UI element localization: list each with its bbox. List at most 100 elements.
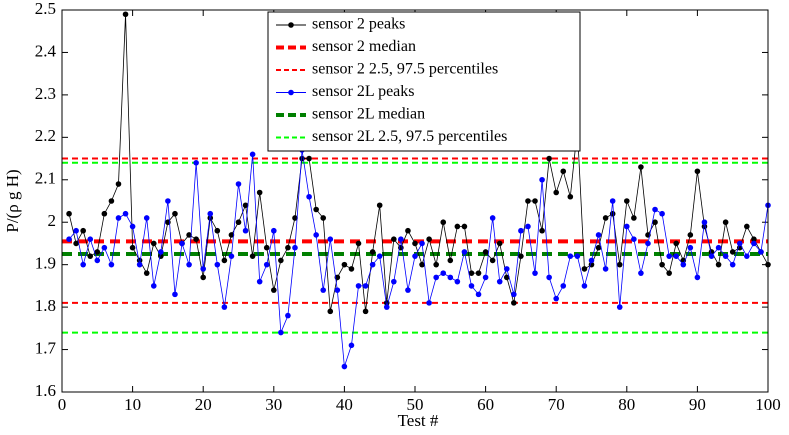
data-point [715, 244, 722, 251]
data-point [256, 189, 263, 196]
data-point [736, 240, 743, 247]
data-point [616, 304, 623, 310]
y-tick-label: 1.9 [35, 254, 56, 273]
data-point [179, 240, 185, 247]
data-point [221, 304, 228, 310]
data-point [539, 176, 545, 183]
data-point [673, 253, 680, 259]
data-point [454, 278, 461, 285]
data-point [327, 236, 334, 242]
y-tick-label: 2.3 [35, 84, 56, 103]
data-point [108, 261, 115, 268]
data-point [235, 219, 242, 226]
data-point [320, 215, 327, 221]
data-point [489, 257, 496, 264]
data-point [489, 215, 496, 221]
series-line [68, 150, 769, 367]
data-point [320, 287, 327, 293]
data-point [708, 253, 715, 259]
data-point [369, 249, 376, 255]
data-point [454, 223, 461, 230]
data-point [567, 193, 574, 200]
data-point [496, 278, 503, 285]
data-point [313, 232, 319, 238]
data-point [235, 181, 242, 187]
data-point [560, 283, 567, 289]
data-point [73, 240, 79, 247]
data-point [666, 253, 672, 259]
data-point [567, 253, 574, 259]
data-point [129, 244, 136, 251]
data-point [271, 287, 277, 293]
data-point [369, 261, 376, 268]
y-tick-label: 2.5 [35, 0, 56, 18]
data-point [158, 249, 164, 255]
y-tick-label: 1.8 [35, 296, 56, 315]
data-point [758, 249, 764, 255]
data-point [511, 291, 517, 298]
data-point [348, 342, 355, 349]
data-point [66, 236, 72, 242]
data-point [616, 261, 623, 268]
data-point [553, 189, 559, 196]
data-point [687, 244, 694, 251]
x-tick-label: 80 [618, 395, 635, 414]
data-point [355, 283, 362, 289]
data-point [150, 240, 157, 247]
data-point [398, 236, 404, 242]
data-point [638, 164, 644, 170]
data-point [186, 261, 192, 268]
data-point [263, 261, 270, 268]
y-tick-label: 2.1 [35, 169, 56, 188]
data-point [292, 244, 298, 251]
data-point [136, 261, 143, 268]
data-point [193, 160, 199, 166]
data-point [391, 236, 397, 242]
data-point [334, 287, 341, 293]
data-point [362, 283, 369, 289]
data-point [242, 202, 249, 209]
data-point [193, 236, 199, 242]
data-point [122, 11, 129, 18]
data-point [313, 206, 319, 213]
data-point [306, 193, 312, 200]
data-point [207, 210, 214, 217]
data-point [595, 232, 602, 238]
data-point [729, 249, 736, 255]
data-point [482, 274, 489, 281]
data-point [553, 295, 559, 302]
data-point [80, 261, 86, 268]
data-point [631, 236, 637, 242]
data-point [532, 270, 538, 276]
data-point [362, 308, 369, 315]
legend-label: sensor 2 2.5, 97.5 percentiles [312, 61, 498, 78]
y-tick-label: 2 [48, 211, 57, 230]
data-point [525, 223, 531, 230]
data-point [87, 253, 94, 259]
data-point [263, 244, 270, 251]
data-point [503, 274, 510, 281]
data-point [186, 232, 192, 238]
data-point [652, 219, 658, 226]
y-tick-label: 2.2 [35, 126, 56, 145]
data-point [440, 270, 447, 276]
data-point [595, 244, 602, 251]
data-point [581, 283, 588, 289]
data-point [546, 274, 552, 281]
data-point [539, 227, 545, 234]
data-point [214, 227, 221, 234]
legend-marker [288, 89, 294, 96]
data-point [659, 210, 665, 217]
data-point [461, 249, 468, 255]
data-point [638, 270, 644, 276]
y-tick-label: 1.6 [35, 381, 56, 400]
data-point [751, 240, 757, 247]
data-point [228, 232, 235, 238]
data-point [94, 249, 101, 255]
data-point [249, 253, 256, 259]
data-point [722, 219, 729, 226]
data-point [122, 210, 129, 217]
data-point [172, 291, 178, 298]
data-point [278, 257, 284, 264]
